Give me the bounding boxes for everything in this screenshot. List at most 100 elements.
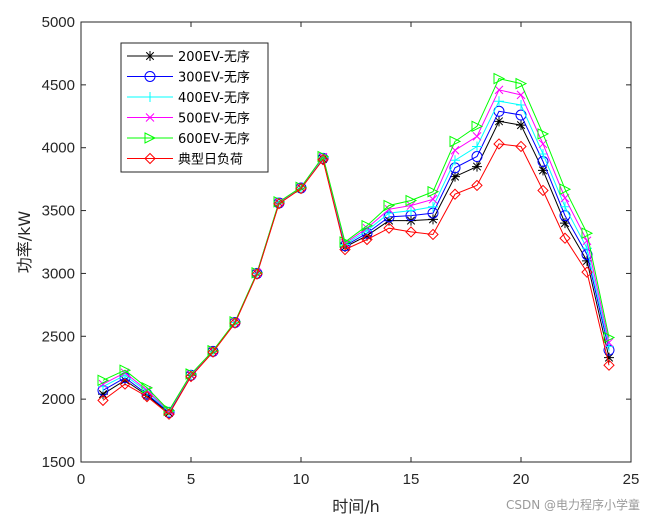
- legend-marker: [144, 152, 156, 165]
- data-point: [295, 182, 307, 195]
- series: [97, 138, 615, 420]
- data-point: [273, 197, 285, 210]
- legend-item: 500EV-无序: [127, 112, 250, 127]
- data-point: [603, 359, 615, 371]
- x-tick-label: 5: [187, 471, 195, 488]
- x-tick-label: 0: [77, 471, 85, 488]
- data-point: [427, 185, 440, 198]
- data-point: [119, 364, 132, 377]
- data-point: [405, 226, 417, 238]
- y-tick-label: 3000: [42, 265, 75, 282]
- legend-item: 典型日负荷: [127, 153, 243, 168]
- data-point: [515, 77, 528, 90]
- data-point: [427, 228, 439, 241]
- y-tick-label: 2500: [42, 328, 75, 345]
- series-layer: [97, 72, 616, 420]
- data-point: [516, 90, 526, 100]
- legend-marker: [145, 113, 155, 122]
- data-point: [361, 219, 374, 232]
- data-point: [472, 132, 482, 141]
- y-ticks: 1500 2000 2500 3000 3500 4000 4500 5000: [42, 14, 631, 471]
- data-point: [339, 243, 351, 256]
- x-tick-label: 10: [293, 471, 310, 488]
- data-point: [581, 227, 594, 240]
- x-tick-label: 25: [623, 471, 640, 488]
- data-point: [449, 188, 461, 200]
- data-point: [405, 194, 418, 207]
- data-point: [537, 128, 550, 140]
- data-point: [582, 236, 592, 246]
- data-point: [516, 120, 526, 131]
- data-point: [229, 316, 242, 328]
- x-tick-label: 15: [403, 471, 420, 488]
- data-point: [471, 120, 484, 133]
- data-point: [582, 255, 592, 266]
- legend-item: 600EV-无序: [127, 132, 250, 147]
- x-axis-label: 时间/h: [332, 497, 380, 516]
- series-line: [102, 143, 610, 415]
- y-tick-label: 1500: [42, 454, 75, 471]
- legend-label: 200EV-无序: [178, 50, 250, 65]
- data-point: [559, 183, 572, 196]
- legend-label: 300EV-无序: [178, 71, 250, 86]
- data-point: [97, 394, 109, 407]
- y-tick-label: 2000: [42, 391, 75, 408]
- data-point: [207, 346, 219, 358]
- data-point: [472, 161, 482, 172]
- legend-item: 300EV-无序: [127, 71, 250, 86]
- legend-box: [120, 42, 269, 173]
- legend-marker: [144, 132, 157, 144]
- data-point: [428, 201, 438, 212]
- data-point: [406, 201, 416, 210]
- data-point: [472, 141, 482, 152]
- data-point: [295, 181, 308, 194]
- data-point: [185, 370, 197, 383]
- data-point: [141, 390, 153, 403]
- data-point: [471, 151, 483, 163]
- data-point: [493, 72, 506, 85]
- data-point: [581, 266, 593, 278]
- data-point: [515, 140, 527, 153]
- data-point: [493, 138, 505, 150]
- data-point: [406, 205, 416, 216]
- data-point: [229, 317, 241, 329]
- data-point: [604, 352, 614, 363]
- legend-marker: [144, 71, 156, 82]
- data-point: [559, 232, 571, 244]
- data-point: [603, 331, 616, 344]
- data-point: [428, 194, 438, 204]
- data-point: [450, 155, 460, 166]
- legend-label: 600EV-无序: [178, 132, 250, 147]
- data-point: [516, 99, 526, 110]
- data-point: [538, 149, 548, 159]
- legend-label: 500EV-无序: [178, 112, 250, 127]
- data-point: [119, 378, 131, 390]
- plot-frame: [80, 21, 632, 463]
- data-point: [141, 382, 154, 394]
- data-point: [604, 338, 614, 347]
- data-point: [537, 184, 549, 197]
- legend: 200EV-无序 300EV-无序 400EV-无序 500EV-无序 600EV-无序…: [120, 42, 269, 173]
- data-point: [317, 153, 329, 166]
- y-tick-label: 5000: [42, 14, 75, 31]
- x-ticks: 0 5 10 15 20 25: [77, 22, 640, 488]
- data-point: [362, 230, 372, 241]
- x-tick-label: 20: [513, 471, 530, 488]
- legend-label: 400EV-无序: [178, 91, 250, 106]
- data-point: [494, 96, 504, 107]
- data-point: [471, 179, 483, 192]
- y-tick-label: 4000: [42, 140, 75, 157]
- series-line: [102, 78, 610, 412]
- y-tick-label: 3500: [42, 203, 75, 220]
- data-point: [560, 201, 570, 212]
- legend-item: 200EV-无序: [127, 50, 250, 65]
- data-point: [494, 116, 504, 127]
- legend-marker: [145, 51, 155, 61]
- data-point: [494, 85, 504, 95]
- data-point: [538, 165, 548, 176]
- data-point: [251, 268, 263, 280]
- data-point: [428, 214, 438, 225]
- legend-label: 典型日负荷: [178, 153, 243, 168]
- data-point: [383, 199, 396, 212]
